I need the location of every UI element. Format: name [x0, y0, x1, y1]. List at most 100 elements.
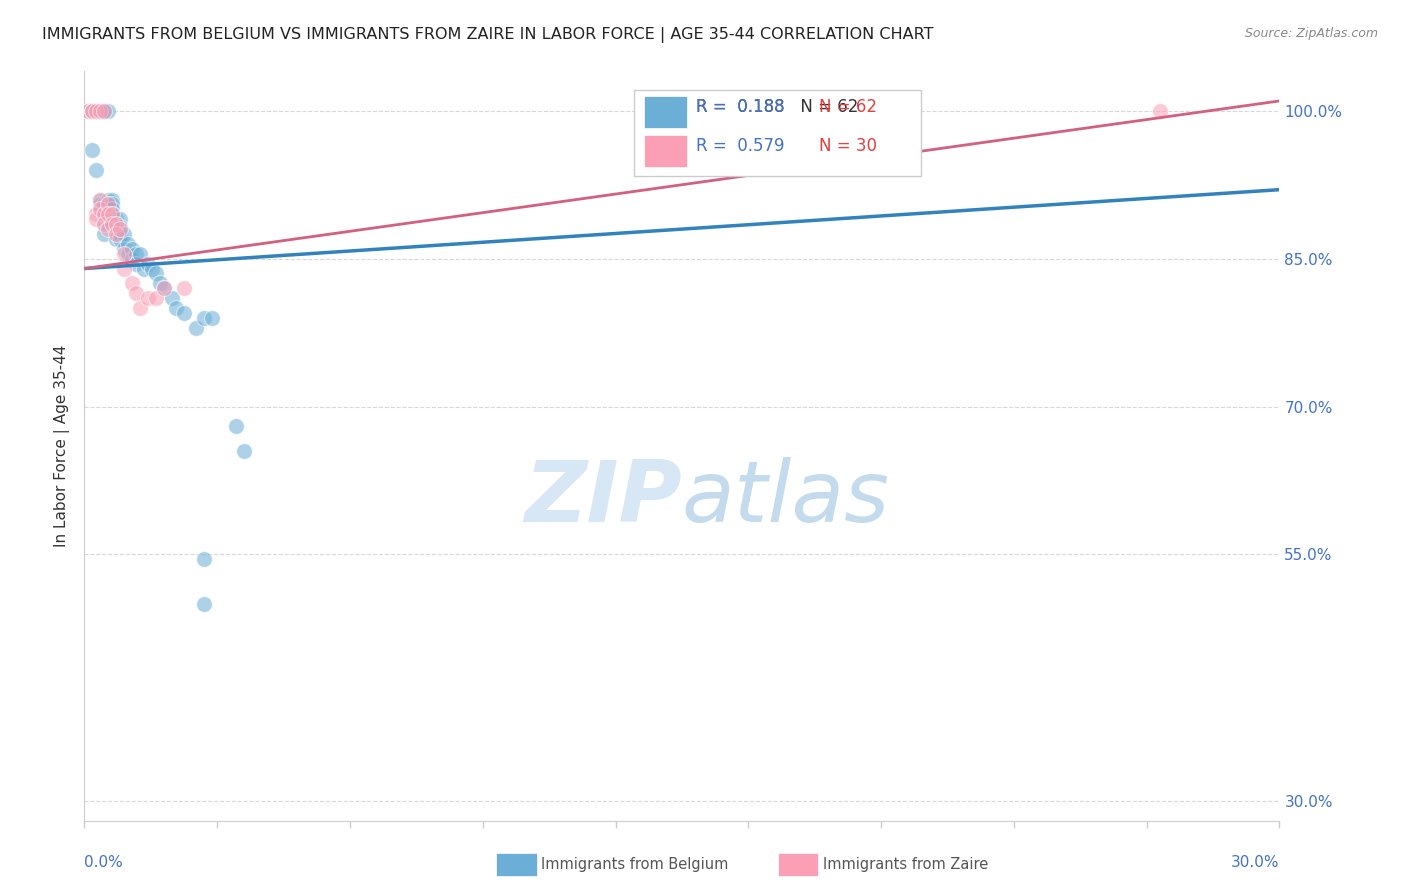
- Point: [193, 597, 215, 611]
- Point: [82, 103, 104, 118]
- Point: [97, 197, 120, 211]
- Point: [173, 306, 195, 320]
- Text: R =  0.188: R = 0.188: [696, 97, 785, 116]
- Point: [89, 193, 111, 207]
- Point: [110, 227, 132, 241]
- Point: [97, 207, 120, 221]
- Point: [110, 222, 132, 236]
- Point: [117, 236, 139, 251]
- Point: [129, 246, 152, 260]
- Point: [77, 103, 100, 118]
- Point: [86, 103, 108, 118]
- Y-axis label: In Labor Force | Age 35-44: In Labor Force | Age 35-44: [55, 345, 70, 547]
- Point: [101, 207, 124, 221]
- Point: [193, 310, 215, 325]
- Point: [136, 291, 159, 305]
- Point: [86, 207, 108, 221]
- Point: [97, 222, 120, 236]
- Point: [89, 193, 111, 207]
- Point: [93, 103, 115, 118]
- Point: [89, 103, 111, 118]
- Point: [112, 242, 135, 256]
- Point: [77, 103, 100, 118]
- Point: [105, 232, 128, 246]
- Point: [125, 286, 148, 301]
- Point: [105, 222, 128, 236]
- Point: [184, 320, 207, 334]
- Text: atlas: atlas: [682, 457, 890, 540]
- Text: 30.0%: 30.0%: [1232, 855, 1279, 871]
- Point: [110, 232, 132, 246]
- Point: [201, 310, 224, 325]
- Point: [93, 212, 115, 227]
- Point: [125, 257, 148, 271]
- Point: [82, 103, 104, 118]
- Text: R =  0.579: R = 0.579: [696, 136, 785, 154]
- Text: Immigrants from Zaire: Immigrants from Zaire: [823, 857, 988, 871]
- Point: [110, 220, 132, 235]
- Point: [136, 257, 159, 271]
- Point: [105, 227, 128, 241]
- Point: [125, 246, 148, 260]
- Point: [129, 301, 152, 315]
- Point: [93, 217, 115, 231]
- Point: [121, 242, 143, 256]
- Point: [153, 281, 176, 295]
- Point: [101, 207, 124, 221]
- Point: [86, 212, 108, 227]
- Point: [1149, 103, 1171, 118]
- Point: [97, 193, 120, 207]
- Point: [93, 207, 115, 221]
- Point: [82, 103, 104, 118]
- Text: Immigrants from Belgium: Immigrants from Belgium: [541, 857, 728, 871]
- Point: [93, 207, 115, 221]
- Point: [105, 212, 128, 227]
- Point: [101, 193, 124, 207]
- Point: [145, 291, 167, 305]
- Point: [225, 419, 247, 434]
- Text: N = 62: N = 62: [820, 97, 877, 116]
- Point: [89, 103, 111, 118]
- Point: [153, 281, 176, 295]
- Point: [112, 261, 135, 276]
- Point: [86, 103, 108, 118]
- Point: [86, 103, 108, 118]
- Point: [89, 204, 111, 219]
- Point: [89, 202, 111, 217]
- Point: [121, 277, 143, 291]
- Point: [110, 212, 132, 227]
- Point: [93, 197, 115, 211]
- Point: [132, 261, 156, 276]
- Point: [141, 261, 163, 276]
- Point: [160, 291, 183, 305]
- Text: Source: ZipAtlas.com: Source: ZipAtlas.com: [1244, 27, 1378, 40]
- Point: [101, 202, 124, 217]
- Point: [97, 217, 120, 231]
- Point: [117, 246, 139, 260]
- Point: [93, 227, 115, 241]
- Point: [86, 163, 108, 178]
- Point: [101, 197, 124, 211]
- Point: [232, 444, 254, 458]
- Point: [105, 217, 128, 231]
- Point: [112, 227, 135, 241]
- Text: IMMIGRANTS FROM BELGIUM VS IMMIGRANTS FROM ZAIRE IN LABOR FORCE | AGE 35-44 CORR: IMMIGRANTS FROM BELGIUM VS IMMIGRANTS FR…: [42, 27, 934, 43]
- Point: [93, 103, 115, 118]
- Text: 0.0%: 0.0%: [84, 855, 124, 871]
- Point: [173, 281, 195, 295]
- Point: [145, 267, 167, 281]
- Point: [82, 143, 104, 157]
- Point: [97, 212, 120, 227]
- Point: [97, 103, 120, 118]
- FancyBboxPatch shape: [634, 90, 921, 177]
- FancyBboxPatch shape: [644, 96, 686, 128]
- Point: [97, 207, 120, 221]
- Point: [165, 301, 187, 315]
- Point: [93, 217, 115, 231]
- Point: [89, 103, 111, 118]
- Point: [105, 217, 128, 231]
- Point: [101, 217, 124, 231]
- FancyBboxPatch shape: [644, 135, 686, 167]
- Point: [149, 277, 172, 291]
- Point: [89, 197, 111, 211]
